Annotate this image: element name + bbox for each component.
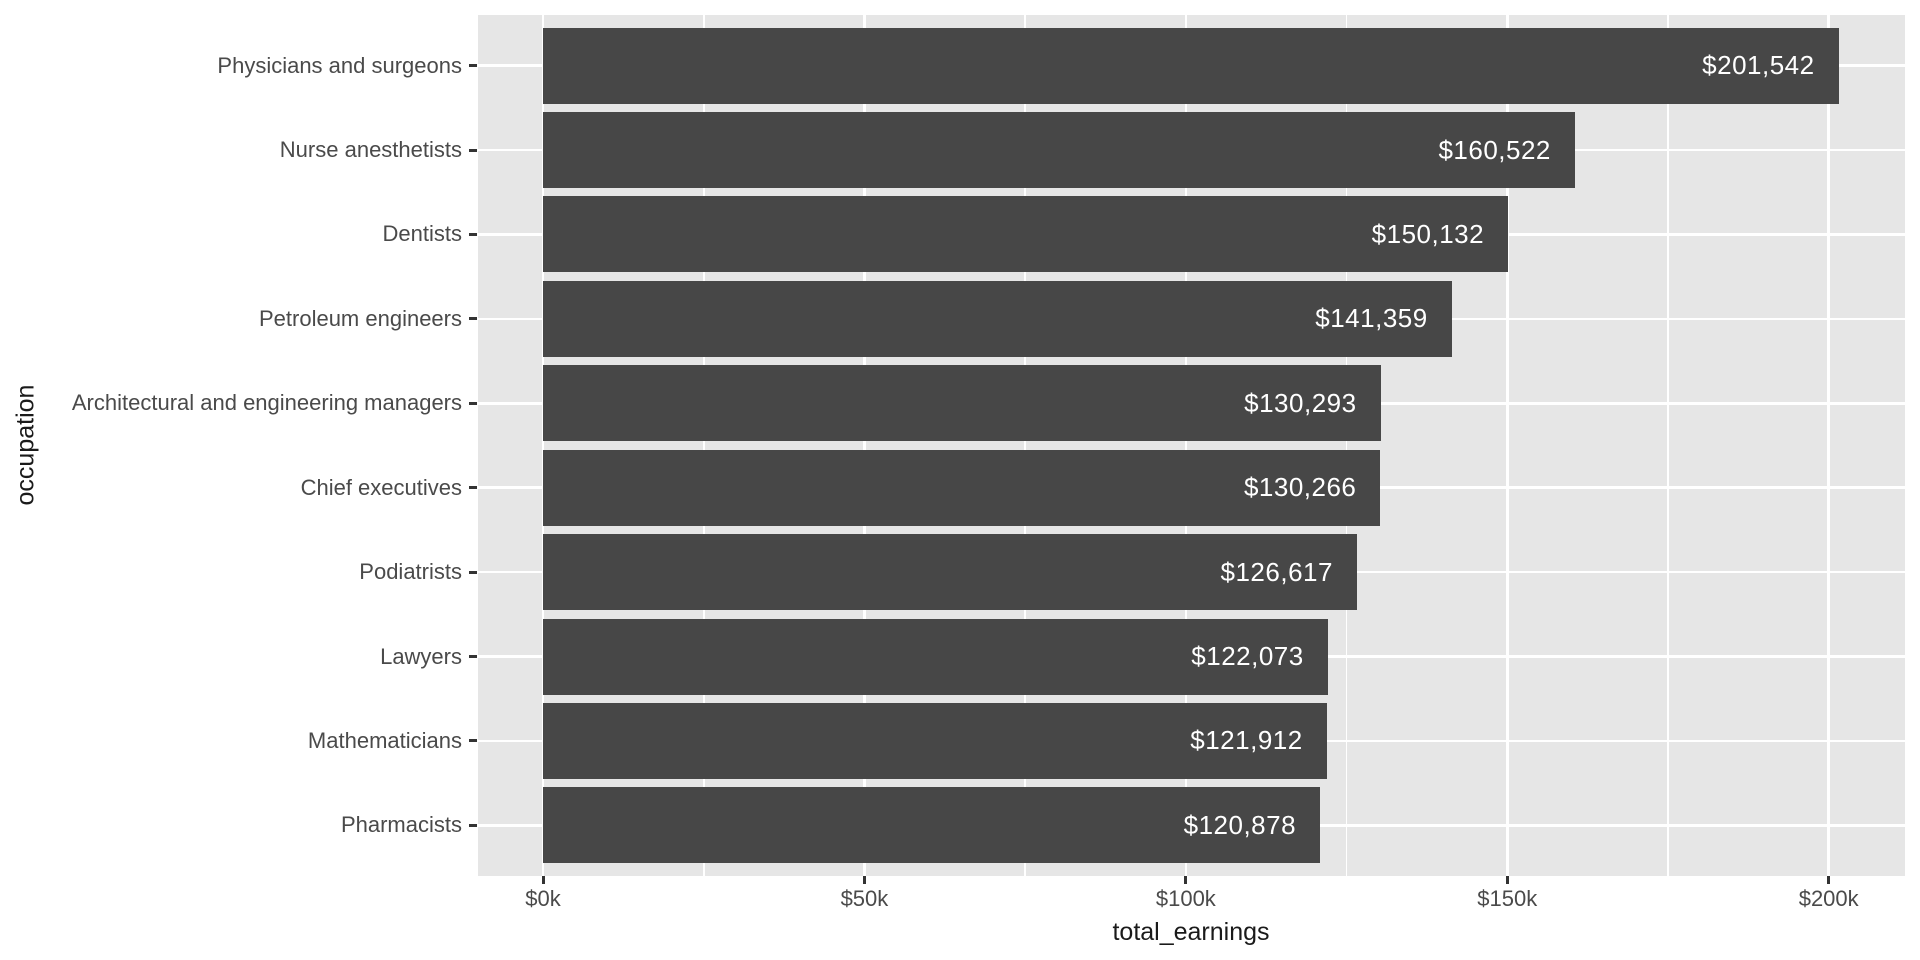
bar: $130,266 — [543, 449, 1381, 526]
x-tick-mark — [1505, 876, 1509, 884]
bar: $160,522 — [543, 112, 1575, 189]
x-tick-label: $150k — [1477, 886, 1538, 911]
x-tick-label: $50k — [840, 886, 889, 911]
y-tick-mark — [469, 823, 477, 827]
y-tick-label: Dentists — [382, 221, 462, 247]
x-tick-mark — [1827, 876, 1831, 884]
x-tick-mark — [541, 876, 545, 884]
y-tick-mark — [469, 739, 477, 743]
y-axis-title: occupation — [11, 384, 40, 506]
y-tick-label: Chief executives — [300, 474, 462, 500]
y-tick-mark — [469, 570, 477, 574]
major-gridline — [541, 15, 545, 876]
bar-value-label: $126,617 — [1220, 556, 1333, 587]
y-tick-mark — [469, 317, 477, 321]
minor-gridline — [1667, 15, 1669, 876]
bar: $201,542 — [543, 27, 1839, 104]
y-tick-label: Nurse anesthetists — [279, 137, 462, 163]
bar-value-label: $130,293 — [1244, 387, 1357, 418]
bar: $126,617 — [543, 534, 1357, 611]
y-tick-mark — [469, 148, 477, 152]
major-gridline — [1184, 15, 1188, 876]
minor-gridline — [1345, 15, 1348, 876]
major-gridline — [1827, 15, 1830, 876]
major-gridline — [863, 15, 866, 876]
y-tick-mark — [469, 655, 477, 659]
y-tick-label: Pharmacists — [340, 812, 462, 838]
x-tick-label: $0k — [525, 886, 561, 911]
y-tick-mark — [469, 232, 477, 236]
bar: $122,073 — [543, 618, 1328, 695]
bar-value-label: $201,542 — [1702, 50, 1815, 81]
bar-value-label: $120,878 — [1183, 809, 1297, 840]
major-gridline — [1506, 15, 1509, 876]
y-tick-mark — [469, 486, 477, 490]
x-tick-mark — [862, 876, 866, 884]
y-tick-mark — [469, 64, 477, 68]
bar-value-label: $121,912 — [1190, 725, 1303, 756]
x-tick-mark — [1184, 876, 1188, 884]
x-tick-label: $100k — [1155, 886, 1216, 911]
y-tick-label: Architectural and engineering managers — [71, 390, 462, 416]
x-axis-title: total_earnings — [1112, 918, 1270, 946]
y-tick-mark — [469, 401, 477, 405]
bar-value-label: $130,266 — [1243, 472, 1357, 503]
bar-value-label: $141,359 — [1315, 303, 1428, 334]
bar-value-label: $150,132 — [1371, 218, 1485, 249]
bar-value-label: $122,073 — [1191, 641, 1304, 672]
bar: $150,132 — [543, 196, 1509, 273]
y-tick-label: Podiatrists — [359, 559, 462, 585]
bar-value-label: $160,522 — [1438, 134, 1551, 165]
minor-gridline — [702, 15, 705, 876]
y-tick-label: Lawyers — [380, 643, 462, 669]
y-tick-label: Physicians and surgeons — [217, 52, 462, 78]
bar: $121,912 — [543, 702, 1327, 779]
plot-panel: $201,542 $160,522 $150,132 $141,359 $130,293… — [478, 15, 1905, 876]
x-tick-label: $200k — [1798, 886, 1859, 911]
minor-gridline — [1024, 15, 1026, 876]
y-tick-label: Mathematicians — [307, 727, 462, 753]
bar: $120,878 — [543, 787, 1321, 864]
bar: $130,293 — [543, 365, 1381, 442]
bar: $141,359 — [543, 280, 1452, 357]
y-tick-label: Petroleum engineers — [258, 305, 462, 331]
